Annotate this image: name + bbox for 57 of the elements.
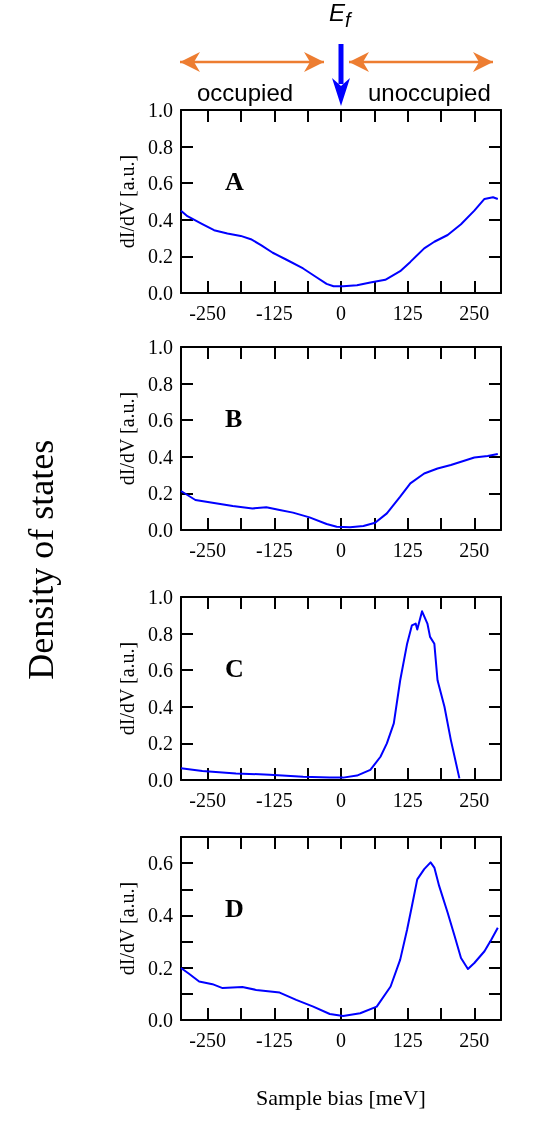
x-tick-label: 0 [336, 1029, 346, 1051]
line-series [180, 610, 461, 780]
y-tick-label: 0.6 [148, 409, 173, 432]
y-axis-title: dI/dV [a.u.] [116, 391, 139, 486]
y-tick-label: 0.2 [148, 482, 173, 505]
x-tick-label: 250 [459, 302, 490, 324]
x-tick-label: -125 [256, 302, 293, 324]
x-axis-title: Sample bias [meV] [256, 1084, 426, 1110]
x-tick-label: 0 [336, 539, 346, 561]
y-tick-label: 0.2 [148, 956, 173, 979]
text: unoccupied [368, 79, 491, 107]
x-tick-label: -125 [256, 1029, 293, 1051]
x-tick-label: -125 [256, 789, 293, 811]
y-tick-label: 0.0 [148, 769, 173, 791]
y-tick-label: 0.2 [148, 245, 173, 268]
y-tick-label: 1.0 [148, 336, 173, 358]
x-tick-label: -250 [189, 1029, 226, 1051]
y-tick-label: 0.8 [148, 372, 173, 395]
x-tick-label: -250 [189, 789, 226, 811]
x-tick-label: 125 [392, 1029, 423, 1051]
y-tick-label: 0.4 [148, 445, 173, 468]
y-tick-label: 0.2 [148, 732, 173, 755]
y-tick-label: 0.6 [148, 852, 173, 875]
y-tick-label: 0.6 [148, 172, 173, 195]
x-tick-label: 125 [392, 539, 423, 561]
annotation: B [225, 403, 243, 433]
y-tick-label: 0.0 [148, 519, 173, 541]
x-tick-label: 250 [459, 1029, 490, 1051]
x-tick-label: -125 [256, 539, 293, 561]
y-tick-label: 0.8 [148, 135, 173, 158]
y-tick-label: 0.6 [148, 659, 173, 682]
y-tick-label: 1.0 [148, 99, 173, 121]
line-series [180, 196, 499, 288]
annotation: D [225, 893, 244, 923]
y-tick-label: 0.4 [148, 695, 173, 718]
y-axis-title: dI/dV [a.u.] [116, 641, 139, 736]
y-tick-label: 0.0 [148, 1009, 173, 1031]
text: occupied [197, 79, 294, 107]
text: Density of states [21, 438, 62, 682]
x-tick-label: 0 [336, 789, 346, 811]
x-tick-label: 125 [392, 302, 423, 324]
y-tick-label: 0.0 [148, 282, 173, 304]
x-tick-label: 250 [459, 789, 490, 811]
x-tick-label: 0 [336, 302, 346, 324]
y-tick-label: 0.4 [148, 904, 173, 927]
x-tick-label: 250 [459, 539, 490, 561]
annotation: C [225, 653, 244, 683]
y-tick-label: 0.4 [148, 208, 173, 231]
y-axis-title: dI/dV [a.u.] [116, 154, 139, 249]
y-tick-label: 0.8 [148, 622, 173, 645]
x-tick-label: -250 [189, 539, 226, 561]
y-axis-title: dI/dV [a.u.] [116, 881, 139, 976]
annotation: A [225, 166, 244, 196]
x-tick-label: -250 [189, 302, 226, 324]
text: E$_{f}$ [329, 0, 351, 31]
x-tick-label: 125 [392, 789, 423, 811]
y-tick-label: 1.0 [148, 586, 173, 608]
